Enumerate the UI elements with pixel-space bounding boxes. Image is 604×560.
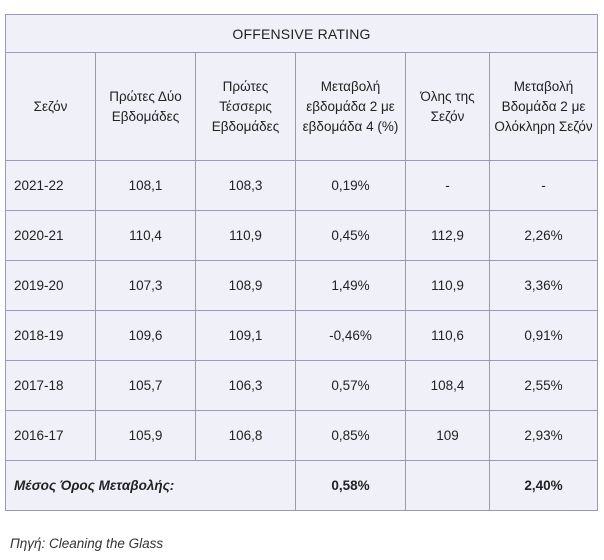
season-cell: 2019-20 xyxy=(5,260,96,311)
source-caption: Πηγή: Cleaning the Glass xyxy=(10,536,164,551)
header-full-season: Όλης της Σεζόν xyxy=(405,52,490,161)
header-two-weeks: Πρώτες Δύο Εβδομάδες xyxy=(95,52,196,161)
table-row: 2021-22 108,1 108,3 0,19% - - xyxy=(5,160,599,211)
season-cell: 2020-21 xyxy=(5,210,96,261)
two-weeks-cell: 105,9 xyxy=(95,410,196,461)
header-change-2-4: Μεταβολή εβδομάδα 2 με εβδομάδα 4 (%) xyxy=(295,52,406,161)
season-cell: 2016-17 xyxy=(5,410,96,461)
two-weeks-cell: 105,7 xyxy=(95,360,196,411)
two-weeks-cell: 108,1 xyxy=(95,160,196,211)
change-2-full-cell: - xyxy=(488,160,599,211)
change-2-full-cell: 3,36% xyxy=(488,260,599,311)
header-season: Σεζόν xyxy=(5,52,96,161)
season-cell: 2017-18 xyxy=(5,360,96,411)
four-weeks-cell: 108,3 xyxy=(195,160,296,211)
change-2-4-cell: 0,57% xyxy=(295,360,406,411)
full-season-cell: 112,9 xyxy=(405,210,490,261)
two-weeks-cell: 107,3 xyxy=(95,260,196,311)
average-label: Μέσος Όρος Μεταβολής: xyxy=(5,460,296,511)
table-row: 2016-17 105,9 106,8 0,85% 109 2,93% xyxy=(5,410,599,461)
season-cell: 2021-22 xyxy=(5,160,96,211)
full-season-cell: 110,6 xyxy=(405,310,490,361)
four-weeks-cell: 109,1 xyxy=(195,310,296,361)
change-2-full-cell: 2,55% xyxy=(488,360,599,411)
table-header-row: Σεζόν Πρώτες Δύο Εβδομάδες Πρώτες Τέσσερ… xyxy=(5,52,599,161)
two-weeks-cell: 109,6 xyxy=(95,310,196,361)
average-change-2-4: 0,58% xyxy=(295,460,406,511)
table-row: 2020-21 110,4 110,9 0,45% 112,9 2,26% xyxy=(5,210,599,261)
table-row: 2018-19 109,6 109,1 -0,46% 110,6 0,91% xyxy=(5,310,599,361)
table-row: 2019-20 107,3 108,9 1,49% 110,9 3,36% xyxy=(5,260,599,311)
full-season-cell: 110,9 xyxy=(405,260,490,311)
change-2-4-cell: 0,19% xyxy=(295,160,406,211)
four-weeks-cell: 106,3 xyxy=(195,360,296,411)
header-four-weeks: Πρώτες Τέσσερις Εβδομάδες xyxy=(195,52,296,161)
full-season-cell: 108,4 xyxy=(405,360,490,411)
change-2-4-cell: 0,85% xyxy=(295,410,406,461)
four-weeks-cell: 106,8 xyxy=(195,410,296,461)
full-season-cell: 109 xyxy=(405,410,490,461)
table-row: 2017-18 105,7 106,3 0,57% 108,4 2,55% xyxy=(5,360,599,411)
change-2-4-cell: 1,49% xyxy=(295,260,406,311)
season-cell: 2018-19 xyxy=(5,310,96,361)
average-change-2-full: 2,40% xyxy=(488,460,599,511)
change-2-4-cell: 0,45% xyxy=(295,210,406,261)
average-full-season-empty xyxy=(405,460,490,511)
offensive-rating-table: OFFENSIVE RATING Σεζόν Πρώτες Δύο Εβδομά… xyxy=(4,14,599,511)
table-title-row: OFFENSIVE RATING xyxy=(4,14,599,53)
full-season-cell: - xyxy=(405,160,490,211)
header-change-2-full: Μεταβολή Βδομάδα 2 με Ολόκληρη Σεζόν xyxy=(488,52,599,161)
change-2-full-cell: 2,26% xyxy=(488,210,599,261)
change-2-full-cell: 2,93% xyxy=(488,410,599,461)
two-weeks-cell: 110,4 xyxy=(95,210,196,261)
four-weeks-cell: 108,9 xyxy=(195,260,296,311)
change-2-4-cell: -0,46% xyxy=(295,310,406,361)
table-title: OFFENSIVE RATING xyxy=(4,14,599,53)
average-row: Μέσος Όρος Μεταβολής: 0,58% 2,40% xyxy=(5,460,599,511)
four-weeks-cell: 110,9 xyxy=(195,210,296,261)
change-2-full-cell: 0,91% xyxy=(488,310,599,361)
